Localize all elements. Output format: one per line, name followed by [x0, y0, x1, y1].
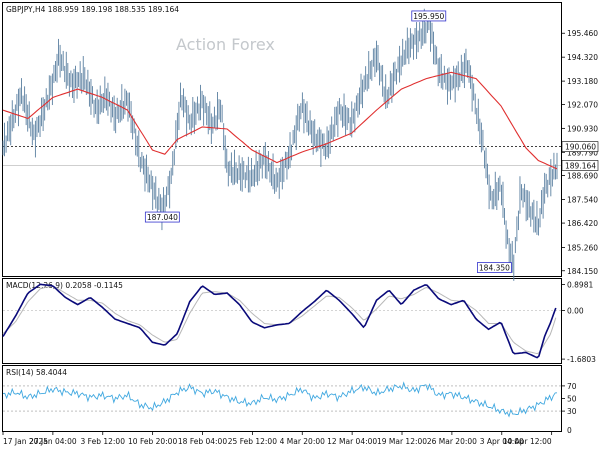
price-level-label-0: 190.060 [565, 143, 596, 152]
axis-layer: 195.460 194.320 193.180 192.070 190.930 189.7… [2, 29, 599, 446]
rsi-tick-label: 0 [567, 426, 572, 435]
time-tick-label: 10 Apr 12:00 [503, 437, 552, 446]
price-tick-label: 185.260 [567, 243, 598, 252]
price-tick-label: 189.790 [567, 148, 598, 157]
price-tick-label: 188.690 [567, 171, 598, 180]
price-tick-label: 184.150 [567, 267, 598, 276]
macd-tick-label: 0.8981 [567, 280, 593, 289]
time-tick-label: 4 Mar 20:00 [280, 437, 326, 446]
annotation-box-0 [411, 10, 447, 22]
time-tick-label: 18 Feb 04:00 [178, 437, 227, 446]
time-tick-label: 26 Mar 20:00 [427, 437, 477, 446]
rsi-tick-label: 50 [567, 395, 577, 404]
rsi-tick-label: 70 [567, 382, 577, 391]
price-layer: 195.950 187.040 184.350 [2, 8, 561, 281]
time-tick-label: 10 Feb 20:00 [128, 437, 177, 446]
annotation-label-2: 184.350 [479, 264, 510, 273]
time-tick-label: 3 Feb 12:00 [81, 437, 126, 446]
time-tick-label: 12 Mar 04:00 [327, 437, 377, 446]
macd-tick-label: 0.00 [567, 306, 584, 315]
rsi-panel-title: RSI(14) 58.4044 [6, 368, 67, 377]
price-tick-label: 190.930 [567, 124, 598, 133]
annotation-box-2 [477, 262, 512, 273]
moving-average-line [2, 71, 558, 170]
time-tick-label: 19 Mar 12:00 [377, 437, 427, 446]
rsi-line [2, 381, 558, 418]
annotation-box-1 [144, 211, 180, 223]
watermark: Action Forex [176, 35, 275, 54]
time-tick-label: 25 Feb 12:00 [228, 437, 277, 446]
price-tick-label: 193.180 [567, 77, 598, 86]
time-tick-label: 27 Jan 04:00 [29, 437, 77, 446]
time-tick-label: 3 Apr 04:00 [480, 437, 524, 446]
price-level-label-1: 189.164 [565, 161, 596, 170]
price-tick-label: 186.420 [567, 219, 598, 228]
price-tick-label: 187.540 [567, 196, 598, 205]
price-panel-frame [2, 2, 562, 277]
annotation-label-0: 195.950 [413, 12, 444, 21]
price-panel-title: GBPJPY,H4 188.959 189.198 188.535 189.16… [6, 5, 179, 14]
price-level-box-1 [561, 160, 599, 171]
macd-tick-label: -1.6803 [567, 355, 596, 364]
macd-panel-frame [2, 278, 562, 364]
price-tick-label: 194.320 [567, 53, 598, 62]
time-tick-label: 17 Jan 2025 [3, 437, 48, 446]
macd-signal-line [2, 285, 557, 355]
price-tick-label: 195.460 [567, 29, 598, 38]
macd-line [2, 283, 557, 359]
price-level-box-0 [561, 141, 599, 152]
rsi-layer [2, 381, 561, 418]
price-tick-label: 192.070 [567, 100, 598, 109]
annotation-label-1: 187.040 [147, 213, 178, 222]
macd-panel-title: MACD(12,26,9) 0.2058 -0.1145 [6, 281, 123, 290]
rsi-tick-label: 30 [567, 407, 577, 416]
macd-layer [2, 283, 561, 359]
